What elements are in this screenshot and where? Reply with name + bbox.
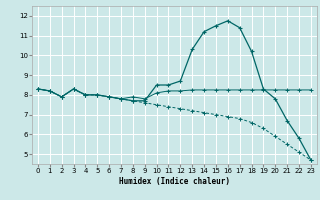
X-axis label: Humidex (Indice chaleur): Humidex (Indice chaleur) xyxy=(119,177,230,186)
